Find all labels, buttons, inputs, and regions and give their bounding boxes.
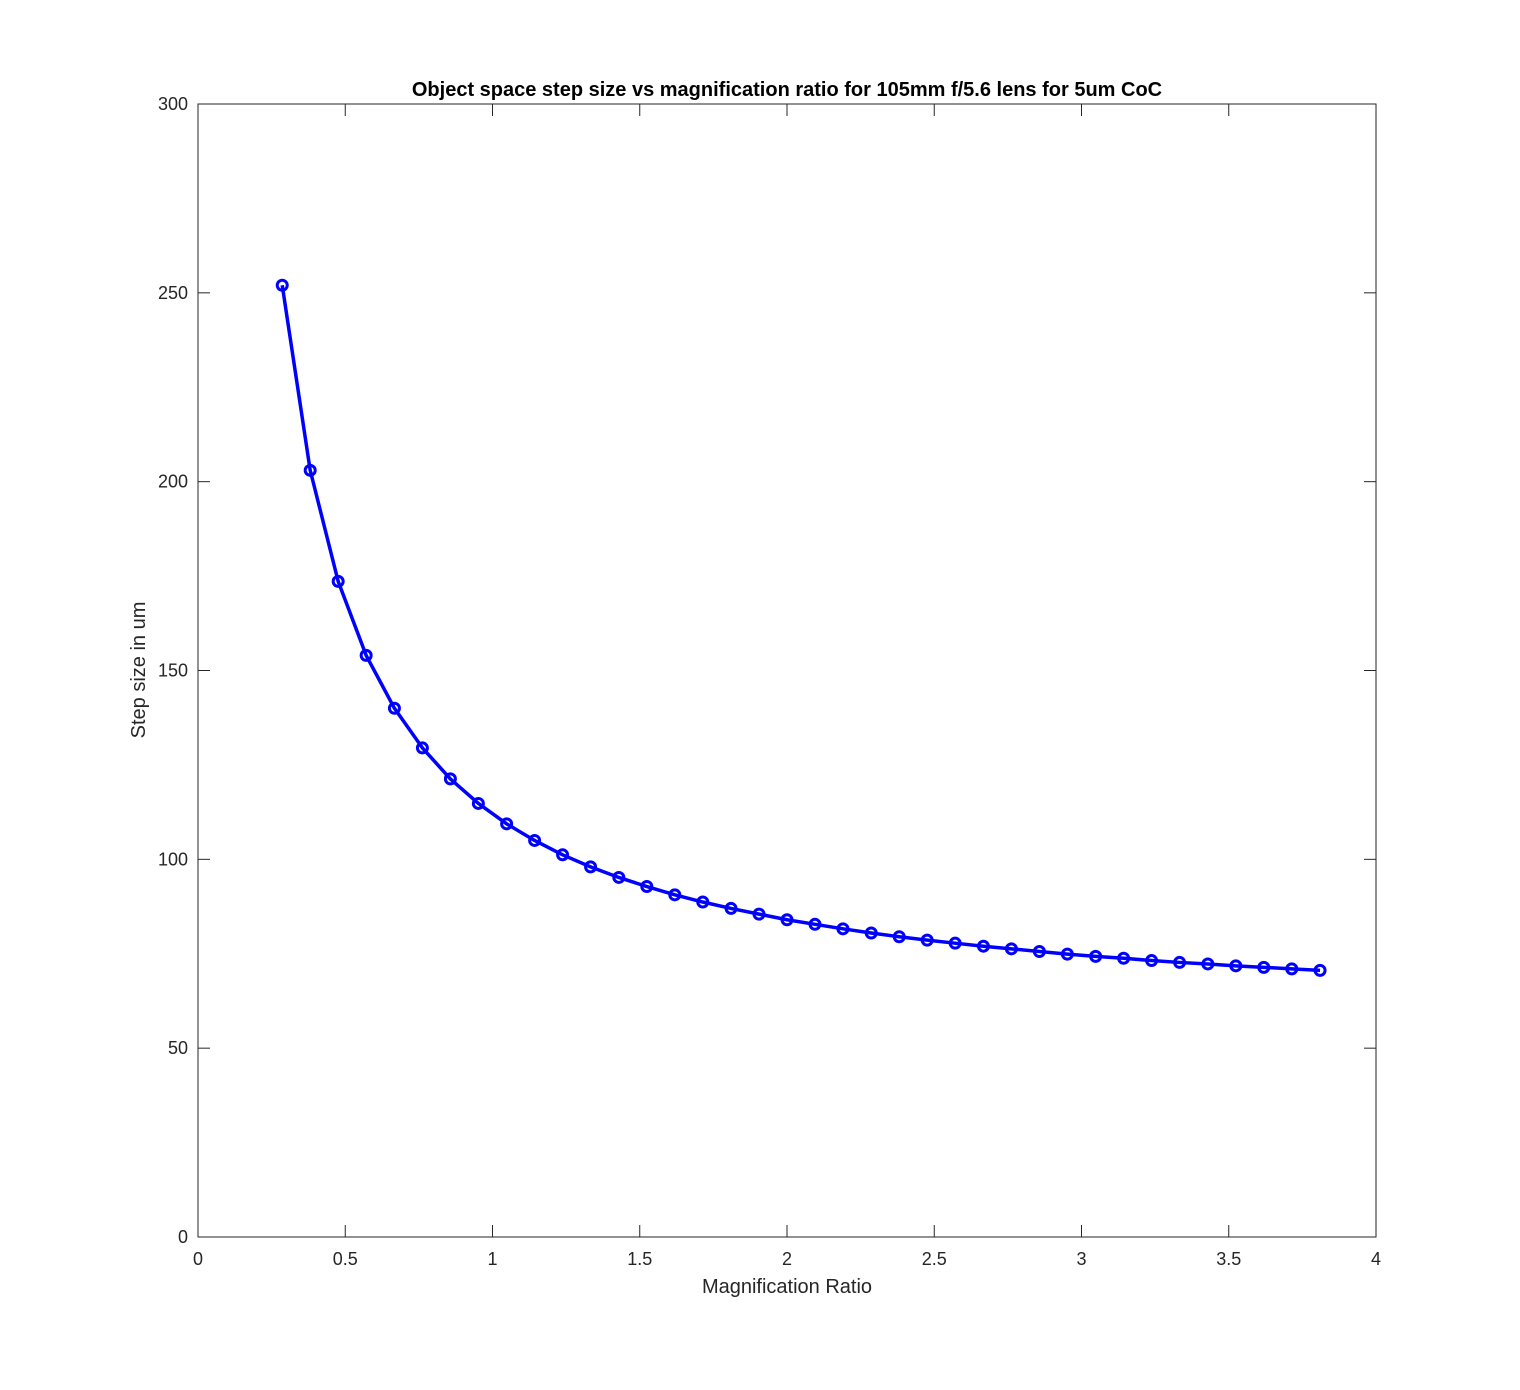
data-point	[275, 278, 289, 292]
data-point	[1257, 960, 1271, 974]
data-point	[948, 936, 962, 950]
data-point	[303, 463, 317, 477]
data-point	[752, 907, 766, 921]
data-point	[1313, 963, 1327, 977]
data-point	[612, 870, 626, 884]
x-axis-label: Magnification Ratio	[702, 1276, 872, 1298]
y-tick-label: 250	[158, 283, 188, 303]
data-point	[387, 701, 401, 715]
data-point	[1229, 959, 1243, 973]
x-tick-label: 3.5	[1216, 1249, 1241, 1269]
x-tick-label: 1	[487, 1249, 497, 1269]
data-point	[920, 933, 934, 947]
data-point	[864, 926, 878, 940]
y-tick-label: 150	[158, 661, 188, 681]
data-point	[892, 930, 906, 944]
x-tick-label: 3	[1076, 1249, 1086, 1269]
data-point	[500, 817, 514, 831]
data-point	[443, 772, 457, 786]
data-point	[1117, 951, 1131, 965]
x-tick-label: 0	[193, 1249, 203, 1269]
y-tick-label: 0	[178, 1227, 188, 1247]
data-point	[528, 833, 542, 847]
y-tick-label: 200	[158, 472, 188, 492]
data-point	[724, 901, 738, 915]
data-point	[331, 574, 345, 588]
x-tick-label: 1.5	[627, 1249, 652, 1269]
x-tick-label: 0.5	[333, 1249, 358, 1269]
data-point	[1285, 962, 1299, 976]
data-point	[584, 860, 598, 874]
data-point	[780, 913, 794, 927]
data-point	[640, 880, 654, 894]
data-point	[808, 917, 822, 931]
y-tick-label: 300	[158, 94, 188, 114]
x-tick-label: 2	[782, 1249, 792, 1269]
data-point	[1089, 949, 1103, 963]
series-line	[280, 285, 1321, 973]
data-point	[1004, 942, 1018, 956]
data-point	[1201, 957, 1215, 971]
data-point	[1032, 944, 1046, 958]
y-axis-label: Step size in um	[128, 602, 150, 739]
data-point	[359, 648, 373, 662]
y-tick-label: 50	[168, 1038, 188, 1058]
x-tick-label: 2.5	[922, 1249, 947, 1269]
chart-title: Object space step size vs magnification …	[412, 79, 1162, 101]
series-layer	[275, 278, 1327, 977]
plot-axes: 0 0.5 1 1.5 2 2.5 3 3.5 4 0 50 100 150 200 250 300	[158, 94, 1381, 1269]
data-point	[556, 848, 570, 862]
y-tick-label: 100	[158, 849, 188, 869]
data-point	[1173, 955, 1187, 969]
x-tick-label: 4	[1371, 1249, 1381, 1269]
data-point	[836, 922, 850, 936]
data-point	[1145, 954, 1159, 968]
data-point	[1060, 947, 1074, 961]
data-point	[696, 895, 710, 909]
data-point	[976, 939, 990, 953]
data-point	[415, 741, 429, 755]
data-point	[668, 888, 682, 902]
data-point	[471, 796, 485, 810]
